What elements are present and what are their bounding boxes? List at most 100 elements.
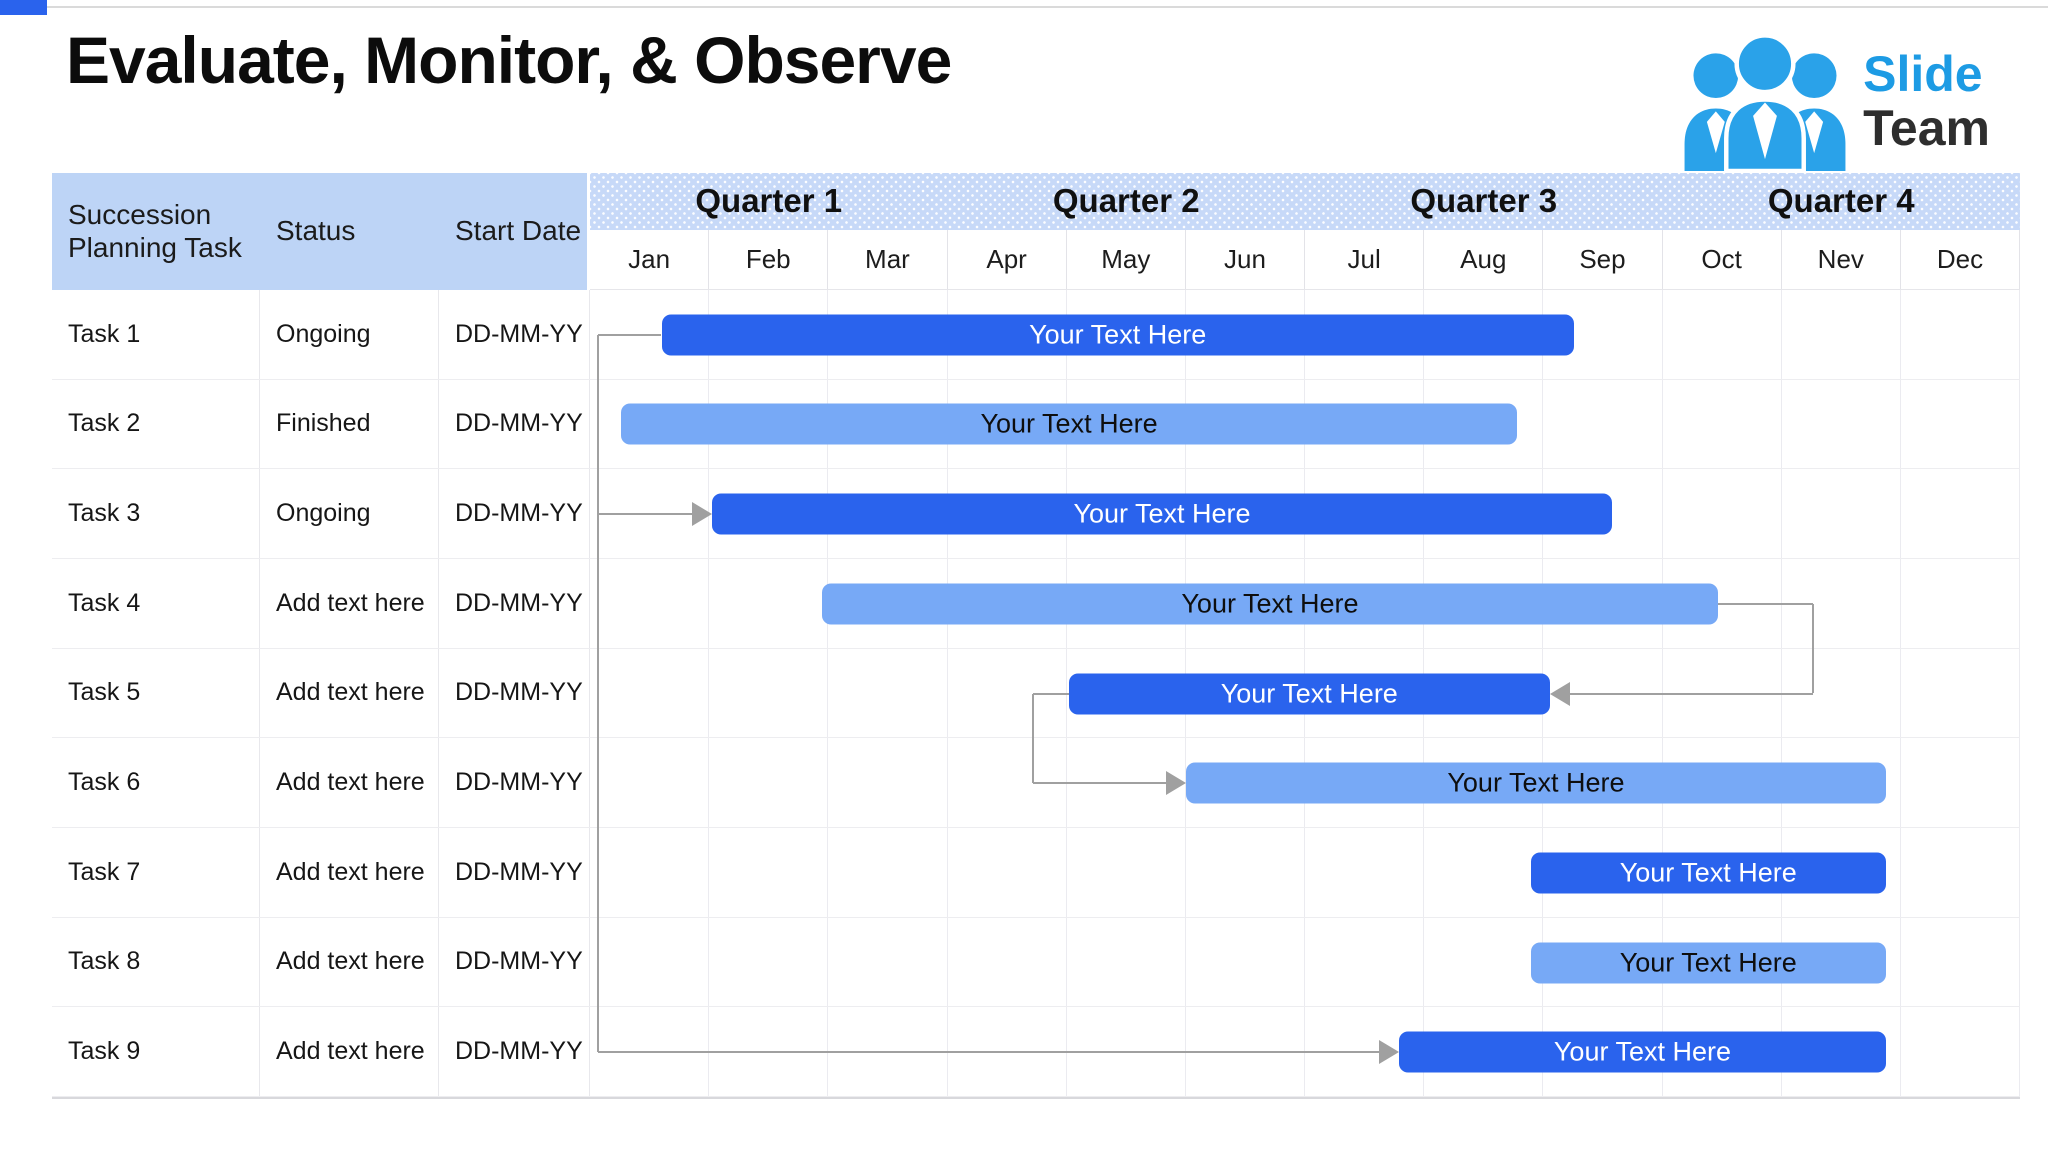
table-column-headers: Succession Planning Task Status Start Da…	[52, 173, 587, 290]
month-header-may: May	[1067, 229, 1186, 289]
month-grid-cell	[1782, 648, 1901, 738]
table-row: Task 4 Add text here DD-MM-YY	[52, 558, 2021, 649]
month-grid-cell	[1782, 1007, 1901, 1096]
status-cell[interactable]: Finished	[260, 379, 439, 469]
month-grid-cell	[1543, 379, 1663, 469]
start-date-cell[interactable]: DD-MM-YY	[439, 917, 590, 1007]
task-6-bar[interactable]: Your Text Here	[1186, 762, 1886, 804]
month-grid-cell	[1067, 917, 1186, 1007]
month-grid-cell	[709, 917, 829, 1007]
status-cell[interactable]: Add text here	[260, 648, 439, 738]
month-grid-cell	[590, 558, 710, 648]
table-row: Task 3 Ongoing DD-MM-YY	[52, 469, 2021, 559]
quarter-header-4: Quarter 4	[1767, 182, 1915, 220]
month-grid-cell	[1186, 827, 1306, 917]
start-date-cell[interactable]: DD-MM-YY	[439, 290, 590, 379]
table-row: Task 5 Add text here DD-MM-YY	[52, 648, 2021, 739]
month-grid-cell	[948, 917, 1067, 1007]
dependency-connector-segment	[1033, 782, 1170, 785]
top-divider-rule	[0, 6, 2048, 8]
status-cell[interactable]: Add text here	[260, 558, 439, 648]
gantt-rows: Task 1 Ongoing DD-MM-YY Task 2 Finished DD-MM…	[52, 290, 2021, 1097]
month-grid-cell	[590, 648, 710, 738]
status-cell[interactable]: Add text here	[260, 1007, 439, 1096]
task-3-bar[interactable]: Your Text Here	[711, 493, 1613, 535]
dependency-connector-segment	[598, 1051, 1383, 1054]
dependency-connector-segment	[1718, 602, 1813, 605]
month-grid-cell	[828, 738, 948, 827]
task-name-cell: Task 5	[52, 648, 260, 738]
month-header-row: Jan Feb Mar Apr May Jun Jul Aug Sep Oct Nev Dec	[590, 229, 2021, 290]
dependency-arrowhead-task-5-bar	[1549, 681, 1570, 706]
logo-text-team: Team	[1863, 100, 1990, 156]
table-row: Task 7 Add text here DD-MM-YY	[52, 827, 2021, 918]
month-grid-cell	[1901, 379, 2021, 469]
logo-text: Slide Team	[1863, 47, 1990, 155]
start-date-cell[interactable]: DD-MM-YY	[439, 379, 590, 469]
task-4-bar[interactable]: Your Text Here	[821, 583, 1719, 625]
month-header-dec: Dec	[1901, 229, 2021, 289]
task-9-bar[interactable]: Your Text Here	[1399, 1031, 1886, 1073]
start-date-cell[interactable]: DD-MM-YY	[439, 827, 590, 917]
month-grid-cell	[1782, 558, 1901, 648]
task-5-bar[interactable]: Your Text Here	[1069, 673, 1550, 714]
month-grid-cell	[1543, 290, 1663, 379]
month-grid-cell	[1305, 827, 1425, 917]
month-grid-cell	[1663, 290, 1782, 379]
table-row: Task 8 Add text here DD-MM-YY	[52, 917, 2021, 1008]
month-grid-cell	[590, 827, 710, 917]
timeline-header: Quarter 1 Quarter 2 Quarter 3 Quarter 4 Jan…	[590, 173, 2021, 290]
month-header-oct: Oct	[1663, 229, 1782, 289]
task-name-cell: Task 9	[52, 1007, 260, 1096]
status-cell[interactable]: Add text here	[260, 827, 439, 917]
month-grid-cell	[1901, 1007, 2021, 1096]
month-header-jun: Jun	[1186, 229, 1306, 289]
quarter-header-2: Quarter 2	[1052, 182, 1200, 220]
status-cell[interactable]: Ongoing	[260, 469, 439, 558]
task-2-bar[interactable]: Your Text Here	[621, 403, 1517, 445]
month-grid-cell	[1782, 827, 1901, 917]
month-grid-cell	[1901, 827, 2021, 917]
month-header-jul: Jul	[1305, 229, 1425, 289]
status-cell[interactable]: Add text here	[260, 738, 439, 827]
month-grid-cell	[1305, 917, 1425, 1007]
month-grid-cell	[1901, 558, 2021, 648]
status-cell[interactable]: Ongoing	[260, 290, 439, 379]
month-grid-cell	[1901, 738, 2021, 827]
team-people-icon	[1684, 33, 1846, 174]
month-grid-cell	[590, 738, 710, 827]
month-grid-cell	[1782, 738, 1901, 827]
dependency-arrowhead-task-3-bar	[691, 502, 712, 527]
quarter-header-row: Quarter 1 Quarter 2 Quarter 3 Quarter 4	[590, 173, 2020, 230]
task-name-cell: Task 3	[52, 469, 260, 558]
quarter-header-1: Quarter 1	[695, 182, 843, 220]
gantt-overlay: Your Text Here Your Text Here Your Text He…	[590, 290, 2020, 1097]
dependency-connector-segment	[597, 334, 599, 1053]
month-header-mar: Mar	[828, 229, 948, 289]
month-grid-cell	[1543, 469, 1663, 558]
month-grid-cell	[828, 917, 948, 1007]
start-date-cell[interactable]: DD-MM-YY	[439, 469, 590, 558]
month-header-aug: Aug	[1424, 229, 1544, 289]
dependency-connector-segment	[1811, 603, 1814, 694]
month-header-jan: Jan	[590, 229, 710, 289]
dependency-connector-segment	[1033, 692, 1070, 695]
start-date-cell[interactable]: DD-MM-YY	[439, 648, 590, 738]
start-date-cell[interactable]: DD-MM-YY	[439, 558, 590, 648]
month-grid-cell	[1663, 469, 1782, 558]
start-date-cell[interactable]: DD-MM-YY	[439, 1007, 590, 1096]
task-7-bar[interactable]: Your Text Here	[1530, 852, 1886, 894]
task-1-bar[interactable]: Your Text Here	[661, 314, 1574, 356]
month-grid-cell	[828, 648, 948, 738]
start-date-cell[interactable]: DD-MM-YY	[439, 738, 590, 827]
month-grid-cell	[1782, 917, 1901, 1007]
slideteam-logo: Slide Team	[1675, 28, 1990, 174]
month-grid-cell	[1901, 917, 2021, 1007]
month-grid-cell	[1901, 469, 2021, 558]
month-header-nev: Nev	[1782, 229, 1901, 289]
month-grid-cell	[948, 827, 1067, 917]
status-cell[interactable]: Add text here	[260, 917, 439, 1007]
dependency-connector-segment	[598, 333, 662, 336]
task-8-bar[interactable]: Your Text Here	[1530, 942, 1886, 983]
